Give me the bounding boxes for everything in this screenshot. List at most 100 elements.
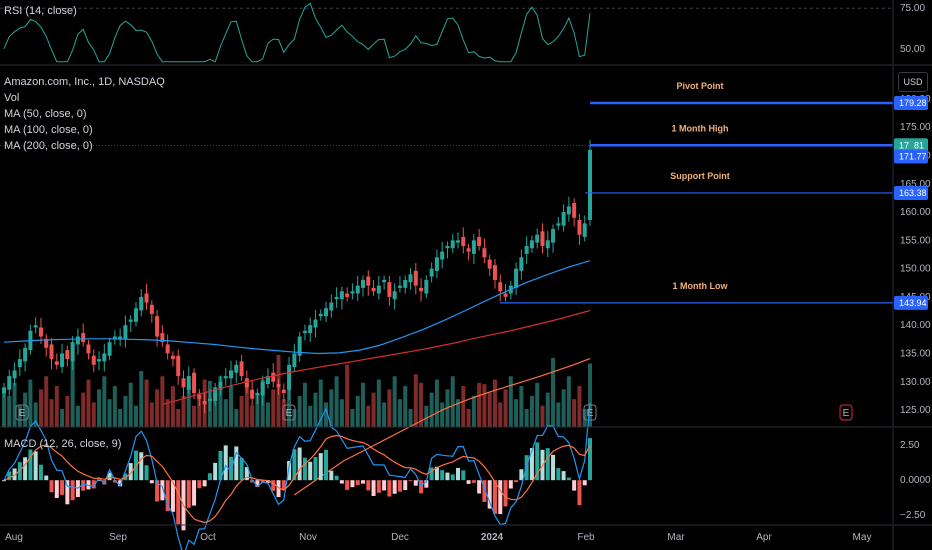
- macd-histogram-bar: [382, 480, 387, 491]
- candle-body: [376, 285, 381, 294]
- macd-histogram-bar: [350, 480, 355, 488]
- macd-histogram-bar: [186, 480, 191, 508]
- candle-body: [461, 236, 466, 246]
- candle-body: [302, 330, 307, 334]
- macd-histogram-bar: [514, 480, 519, 483]
- volume-bar: [197, 392, 202, 427]
- candle-body: [424, 279, 429, 294]
- macd-histogram-bar: [12, 468, 17, 481]
- candle-body: [91, 355, 96, 365]
- candle-body: [44, 338, 49, 348]
- macd-histogram-bar: [202, 480, 207, 487]
- volume-bar: [551, 357, 556, 427]
- currency-button[interactable]: USD: [898, 72, 928, 92]
- signal-line: [3, 434, 591, 524]
- candle-body: [450, 240, 455, 249]
- macd-histogram-bar: [424, 480, 429, 488]
- volume-bar: [118, 409, 123, 427]
- macd-histogram-bar: [149, 480, 154, 484]
- volume-bar: [192, 405, 197, 427]
- ma100-line: [162, 309, 591, 405]
- volume-bar: [186, 382, 191, 427]
- macd-tick-label: −2.50: [900, 510, 926, 521]
- volume-bar: [339, 399, 344, 427]
- symbol-title[interactable]: Amazon.com, Inc., 1D, NASDAQ: [4, 76, 165, 88]
- candle-body: [572, 203, 577, 218]
- macd-histogram-bar: [545, 448, 550, 481]
- vol-label[interactable]: Vol: [4, 92, 20, 104]
- volume-bar: [229, 386, 234, 427]
- candle-body: [382, 279, 387, 283]
- volume-bar: [450, 376, 455, 427]
- volume-bar: [329, 389, 334, 427]
- ma50-label[interactable]: MA (50, close, 0): [4, 108, 87, 120]
- candle-body: [186, 376, 191, 390]
- candle-body: [213, 387, 218, 401]
- volume-bar: [292, 409, 297, 427]
- ma100-label[interactable]: MA (100, close, 0): [4, 124, 93, 136]
- candle-body: [408, 274, 413, 283]
- ma200-label[interactable]: MA (200, close, 0): [4, 140, 93, 152]
- candle-body: [366, 276, 371, 286]
- macd-histogram-bar: [33, 451, 38, 481]
- candle-body: [350, 291, 355, 294]
- macd-histogram-bar: [165, 480, 170, 512]
- volume-bar: [376, 379, 381, 427]
- volume-bar: [318, 379, 323, 427]
- macd-histogram-bar: [413, 480, 418, 486]
- candle-body: [218, 381, 223, 390]
- volume-bar: [170, 386, 175, 427]
- candle-body: [255, 393, 260, 396]
- volume-bar: [419, 382, 424, 427]
- volume-bar: [382, 402, 387, 427]
- volume-bar: [281, 399, 286, 427]
- candle-body: [170, 355, 175, 360]
- volume-bar: [313, 392, 318, 427]
- volume-bar: [514, 399, 519, 427]
- volume-bar: [60, 409, 65, 427]
- volume-bar: [271, 389, 276, 427]
- macd-legend-label[interactable]: MACD (12, 26, close, 9): [4, 438, 122, 450]
- macd-histogram-bar: [176, 480, 181, 525]
- price-tick-label: 175.00: [900, 122, 931, 133]
- candle-body: [566, 206, 571, 215]
- candle-body: [519, 257, 524, 271]
- macd-histogram-bar: [49, 480, 54, 493]
- macd-histogram-bar: [392, 480, 397, 494]
- candle-body: [33, 325, 38, 328]
- volume-bar: [498, 402, 503, 427]
- macd-histogram-bar: [44, 475, 49, 481]
- volume-bar: [176, 409, 181, 427]
- candle-body: [207, 398, 212, 401]
- volume-bar: [308, 405, 313, 427]
- volume-bar: [461, 386, 466, 427]
- volume-bar: [434, 379, 439, 427]
- volume-bar: [244, 382, 249, 427]
- x-tick-label: Apr: [756, 532, 772, 543]
- volume-bar: [424, 405, 429, 427]
- macd-histogram-bar: [588, 438, 592, 481]
- macd-histogram-bar: [65, 480, 70, 505]
- earnings-marker: [839, 404, 853, 421]
- candle-body: [49, 344, 54, 360]
- macd-histogram-bar: [155, 480, 160, 502]
- candle-body: [197, 395, 202, 399]
- candle-body: [477, 236, 482, 246]
- macd-histogram-bar: [572, 480, 577, 491]
- candle-body: [445, 246, 450, 249]
- volume-bar: [160, 376, 165, 427]
- volume-bar: [456, 399, 461, 427]
- candle-body: [260, 381, 265, 396]
- volume-bar: [86, 379, 91, 427]
- price-tag-label: 171.77: [899, 151, 927, 161]
- volume-bar: [371, 392, 376, 427]
- earnings-marker: [15, 404, 29, 421]
- volume-bar: [91, 402, 96, 427]
- macd-histogram-bar: [450, 474, 455, 481]
- macd-histogram-bar: [471, 480, 476, 483]
- candle-body: [371, 287, 376, 292]
- macd-legend: MACD (12, 26, close, 9): [4, 436, 121, 452]
- macd-histogram-bar: [287, 461, 292, 481]
- candle-body: [97, 359, 102, 362]
